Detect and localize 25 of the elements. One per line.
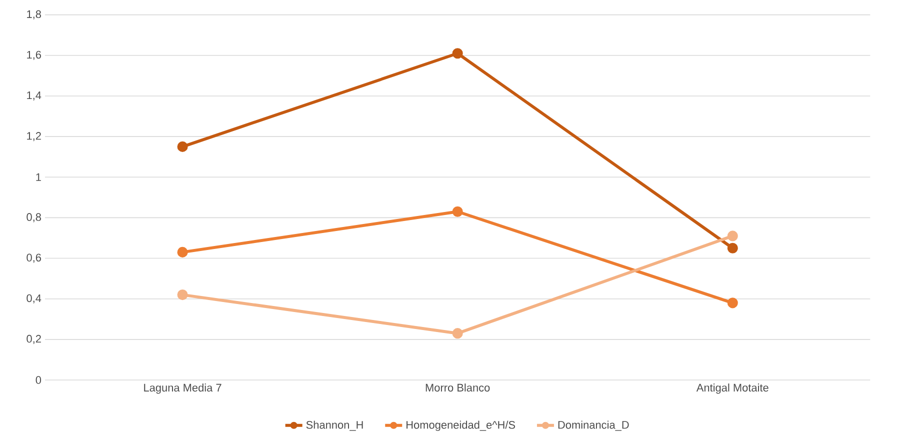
legend-label: Homogeneidad_e^H/S xyxy=(406,420,516,431)
point xyxy=(177,246,188,258)
point xyxy=(177,141,188,152)
y-tick-label: 1,4 xyxy=(27,92,42,100)
point xyxy=(452,48,463,59)
x-tick-label: Laguna Media 7 xyxy=(144,384,222,394)
point xyxy=(727,242,738,254)
y-tick-label: 1,8 xyxy=(27,10,41,20)
point xyxy=(727,230,738,242)
y-tick-label: 1,6 xyxy=(27,50,41,60)
y-tick-label: 1 xyxy=(36,173,41,181)
legend-label: Dominancia_D xyxy=(558,420,629,431)
y-tick-label: 0,8 xyxy=(26,213,41,222)
point xyxy=(727,298,738,308)
y-tick-label: 0,6 xyxy=(26,254,41,263)
point xyxy=(452,328,463,339)
point xyxy=(177,290,188,300)
legend-label: Shannon_H xyxy=(306,420,363,431)
point xyxy=(452,206,463,217)
y-tick-label: 1,2 xyxy=(27,132,41,142)
y-tick-label: 0,2 xyxy=(26,334,41,344)
x-tick-label: Morro Blanco xyxy=(426,384,490,392)
x-tick-label: Antigal Motaite xyxy=(696,384,768,394)
y-tick-label: 0 xyxy=(36,376,42,384)
y-tick-label: 0,4 xyxy=(26,294,42,304)
